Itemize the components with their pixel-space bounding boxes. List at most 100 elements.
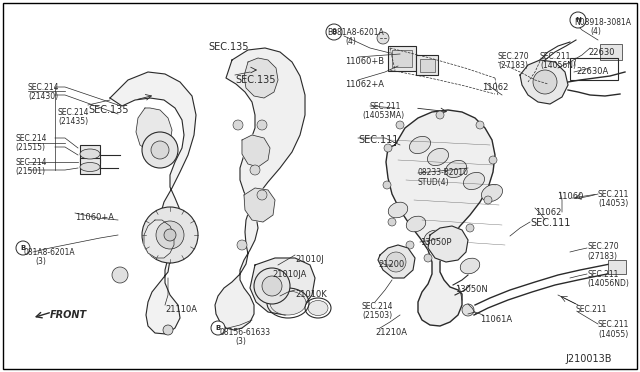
Text: 11061A: 11061A: [480, 315, 512, 324]
Circle shape: [164, 229, 176, 241]
Text: (4): (4): [345, 37, 356, 46]
Bar: [608, 260, 626, 274]
Text: SEC.211: SEC.211: [540, 52, 572, 61]
Circle shape: [396, 121, 404, 129]
Circle shape: [156, 221, 184, 249]
Text: SEC.111: SEC.111: [358, 135, 398, 145]
Text: SEC.211: SEC.211: [598, 190, 629, 199]
Bar: [416, 55, 438, 75]
Text: B081A8-6201A: B081A8-6201A: [327, 28, 384, 37]
Text: 081A8-6201A: 081A8-6201A: [23, 248, 75, 257]
Text: SEC.211: SEC.211: [575, 305, 606, 314]
Circle shape: [462, 304, 474, 316]
Bar: [392, 50, 412, 67]
Text: (21501): (21501): [15, 167, 45, 176]
Ellipse shape: [80, 149, 100, 159]
Text: SEC.270: SEC.270: [587, 242, 619, 251]
Circle shape: [257, 190, 267, 200]
Text: (27183): (27183): [498, 61, 528, 70]
Circle shape: [489, 156, 497, 164]
Circle shape: [262, 276, 282, 296]
Text: (14053): (14053): [598, 199, 628, 208]
Text: (21430): (21430): [28, 92, 58, 101]
Text: 22630: 22630: [588, 48, 614, 57]
Circle shape: [151, 141, 169, 159]
Polygon shape: [520, 60, 568, 104]
Text: SEC.111: SEC.111: [530, 218, 570, 228]
Ellipse shape: [445, 160, 467, 177]
Polygon shape: [428, 226, 468, 262]
Polygon shape: [110, 72, 196, 334]
Text: SEC.214: SEC.214: [15, 158, 47, 167]
Circle shape: [570, 12, 586, 28]
Circle shape: [466, 224, 474, 232]
Text: J210013B: J210013B: [565, 354, 611, 364]
Text: N: N: [575, 17, 581, 23]
Text: 13050P: 13050P: [420, 238, 451, 247]
Circle shape: [386, 252, 406, 272]
Polygon shape: [215, 48, 305, 330]
Ellipse shape: [428, 148, 449, 166]
Text: (14055): (14055): [598, 330, 628, 339]
Bar: [570, 58, 618, 80]
Circle shape: [112, 267, 128, 283]
Circle shape: [377, 32, 389, 44]
Text: SEC.135: SEC.135: [208, 42, 248, 52]
Text: 08156-61633: 08156-61633: [220, 328, 271, 337]
Polygon shape: [250, 258, 315, 315]
Circle shape: [388, 218, 396, 226]
Text: (27183): (27183): [587, 252, 617, 261]
Circle shape: [424, 254, 432, 262]
Text: (14056ND): (14056ND): [587, 279, 629, 288]
Circle shape: [142, 132, 178, 168]
Text: SEC.211: SEC.211: [370, 102, 401, 111]
Text: STUD(4): STUD(4): [418, 178, 450, 187]
Text: 11060: 11060: [557, 192, 584, 201]
Text: (14056N): (14056N): [540, 61, 576, 70]
Text: 11062+A: 11062+A: [345, 80, 384, 89]
Ellipse shape: [308, 301, 328, 315]
Text: 21110A: 21110A: [165, 305, 197, 314]
Circle shape: [250, 165, 260, 175]
Text: 11062: 11062: [482, 83, 508, 92]
Text: SEC.211: SEC.211: [598, 320, 629, 329]
Ellipse shape: [80, 163, 100, 171]
Text: B: B: [332, 29, 337, 35]
Circle shape: [436, 111, 444, 119]
Text: B: B: [20, 245, 26, 251]
Circle shape: [533, 70, 557, 94]
Text: (4): (4): [590, 27, 601, 36]
Text: (3): (3): [235, 337, 246, 346]
Ellipse shape: [406, 216, 426, 232]
Bar: [600, 44, 622, 60]
Circle shape: [163, 325, 173, 335]
Circle shape: [384, 144, 392, 152]
Polygon shape: [242, 135, 270, 167]
Circle shape: [142, 207, 198, 263]
Circle shape: [484, 196, 492, 204]
Text: FRONT: FRONT: [50, 310, 87, 320]
Text: 11062: 11062: [535, 208, 561, 217]
Polygon shape: [386, 110, 495, 326]
Bar: [80, 145, 100, 163]
Text: 21010K: 21010K: [295, 290, 327, 299]
Polygon shape: [136, 108, 172, 152]
Circle shape: [237, 240, 247, 250]
Ellipse shape: [442, 244, 461, 260]
Ellipse shape: [481, 185, 502, 202]
Circle shape: [406, 241, 414, 249]
Text: (3): (3): [35, 257, 46, 266]
Text: 13050N: 13050N: [455, 285, 488, 294]
Bar: [388, 46, 416, 71]
Text: SEC.135: SEC.135: [235, 75, 275, 85]
Circle shape: [326, 24, 342, 40]
Ellipse shape: [424, 230, 444, 246]
Polygon shape: [244, 188, 275, 222]
Text: 08233-B2010: 08233-B2010: [418, 168, 469, 177]
Text: SEC.214: SEC.214: [28, 83, 60, 92]
Bar: [420, 59, 435, 72]
Text: 22630A: 22630A: [576, 67, 608, 76]
Text: SEC.270: SEC.270: [498, 52, 530, 61]
Polygon shape: [378, 245, 415, 278]
Circle shape: [233, 120, 243, 130]
